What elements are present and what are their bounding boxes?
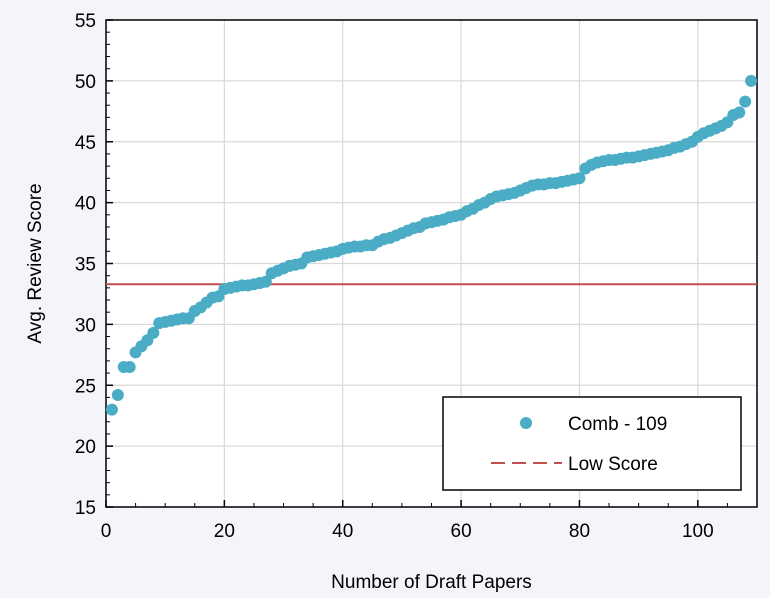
data-point: [123, 360, 136, 373]
x-tick-label: 80: [569, 521, 590, 542]
legend-label-comb: Comb - 109: [568, 414, 667, 435]
data-point: [259, 275, 272, 288]
legend: Comb - 109 Low Score: [442, 396, 742, 491]
data-point: [739, 95, 752, 108]
y-tick-label: 25: [75, 376, 96, 397]
data-point: [745, 74, 758, 87]
x-tick-label: 100: [682, 521, 714, 542]
x-tick-label: 40: [332, 521, 353, 542]
x-tick-label: 60: [451, 521, 472, 542]
legend-marker-comb: [520, 417, 532, 429]
data-point: [733, 106, 746, 119]
comb-series: [105, 74, 758, 416]
ticks: [105, 19, 728, 508]
y-tick-label: 50: [75, 72, 96, 93]
y-tick-label: 35: [75, 255, 96, 276]
tick-labels: 15 20 25 30 35 40 45 50 55 0 20 40 60 80 100: [75, 11, 714, 542]
y-tick-label: 45: [75, 133, 96, 154]
y-tick-label: 30: [75, 315, 96, 336]
y-tick-label: 40: [75, 194, 96, 215]
x-tick-label: 20: [214, 521, 235, 542]
x-axis-title: Number of Draft Papers: [331, 572, 532, 593]
data-point: [147, 326, 160, 339]
y-axis-title: Avg. Review Score: [25, 183, 46, 343]
data-point: [111, 388, 124, 401]
y-tick-label: 15: [75, 498, 96, 519]
grid: [106, 20, 757, 507]
legend-box: [442, 396, 742, 491]
data-point: [105, 403, 118, 416]
y-tick-label: 55: [75, 11, 96, 32]
data-point: [573, 172, 586, 185]
x-tick-label: 0: [101, 521, 112, 542]
legend-label-low-score: Low Score: [568, 454, 658, 475]
y-tick-label: 20: [75, 437, 96, 458]
